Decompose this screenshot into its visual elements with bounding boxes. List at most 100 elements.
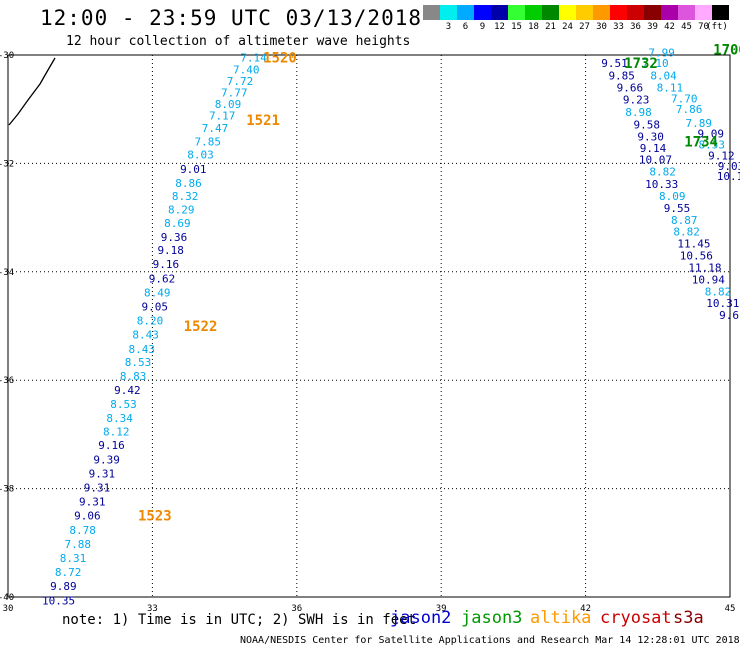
wave-height-label: 8.53 xyxy=(110,398,137,411)
y-tick-label: -38 xyxy=(0,485,14,495)
color-scale-tick: 30 xyxy=(596,22,607,32)
wave-height-label: 8.04 xyxy=(650,70,677,83)
color-swatch xyxy=(423,5,440,20)
wave-height-label: 7.14 xyxy=(240,52,267,65)
color-scale-tick: 18 xyxy=(528,22,539,32)
color-scale-tick: 33 xyxy=(613,22,624,32)
y-tick-label: -36 xyxy=(0,376,14,386)
wave-height-label: 8.69 xyxy=(164,217,191,230)
color-swatch xyxy=(695,5,712,20)
color-scale-tick: 9 xyxy=(479,22,486,32)
pass-time-label: 1520 xyxy=(263,51,297,67)
wave-height-label: 9.31 xyxy=(79,496,106,509)
wave-height-label: 7.88 xyxy=(65,538,92,551)
wave-height-label: 8.31 xyxy=(60,552,87,565)
color-scale-tick: 70 xyxy=(698,22,709,32)
map-subtitle: 12 hour collection of altimeter wave hei… xyxy=(66,34,411,49)
wave-height-label: 7.85 xyxy=(195,136,222,149)
color-scale-tick: 27 xyxy=(579,22,590,32)
y-tick-label: -40 xyxy=(0,593,14,603)
color-swatch xyxy=(661,5,678,20)
color-swatch xyxy=(559,5,576,20)
color-swatch xyxy=(678,5,695,20)
color-swatch xyxy=(525,5,542,20)
color-swatch xyxy=(610,5,627,20)
wave-height-label: 8.98 xyxy=(625,106,652,119)
wave-height-label: 9.31 xyxy=(84,482,111,495)
wave-height-label: 9.09 xyxy=(697,128,724,141)
wave-height-label: 8.32 xyxy=(172,190,199,203)
wave-height-label: 7.72 xyxy=(227,75,254,88)
color-swatch xyxy=(474,5,491,20)
wave-height-label: 7.40 xyxy=(233,64,260,77)
color-scale-tick: 21 xyxy=(545,22,556,32)
legend-item-jason3: jason3 xyxy=(461,608,523,628)
wave-height-label: 10.33 xyxy=(645,178,678,191)
wave-height-label: 9.14 xyxy=(640,142,667,155)
color-swatch xyxy=(627,5,644,20)
wave-height-label: 9.89 xyxy=(50,580,77,593)
color-scale-tick: 45 xyxy=(681,22,692,32)
wave-height-label: 8.78 xyxy=(69,524,96,537)
units-note: note: 1) Time is in UTC; 2) SWH is in fe… xyxy=(62,612,417,628)
color-scale-unit: (ft) xyxy=(706,22,728,32)
wave-height-label: 8.82 xyxy=(673,226,700,239)
y-tick-label: -30 xyxy=(0,51,14,61)
wave-height-label: 10.35 xyxy=(42,594,75,607)
color-scale-labels: 3 6 9 12 15 18 21 24 27 30 33 36 39 42 45 70 (ft) xyxy=(423,22,740,34)
wave-height-label: 9.30 xyxy=(637,130,664,143)
wave-height-label: 9.42 xyxy=(114,384,141,397)
wave-height-label: 7.99 xyxy=(648,46,675,59)
wave-height-label: 9.18 xyxy=(157,244,184,257)
wave-height-label: 9.51 xyxy=(601,57,628,70)
coastline xyxy=(8,57,56,126)
y-tick-label: -32 xyxy=(0,159,14,169)
color-scale-bar xyxy=(423,5,729,20)
color-swatch xyxy=(542,5,559,20)
wave-height-label: 11.18 xyxy=(688,261,721,274)
wave-height-label: 8.82 xyxy=(649,166,676,179)
wave-height-label: 9.85 xyxy=(608,70,635,83)
legend-item-cryosat: cryosat xyxy=(600,608,672,628)
x-tick-label: 42 xyxy=(580,604,591,614)
color-scale-tick: 39 xyxy=(647,22,658,32)
color-swatch xyxy=(593,5,610,20)
wave-height-label: 8.83 xyxy=(120,370,147,383)
wave-height-label: 7.17 xyxy=(209,110,236,123)
wave-height-label: 11.45 xyxy=(677,238,710,251)
legend-item-s3a: s3a xyxy=(673,608,704,628)
wave-height-label: 9.05 xyxy=(142,300,169,313)
legend-item-altika: altika xyxy=(530,608,592,628)
wave-height-label: 9.16 xyxy=(153,258,180,271)
wave-height-label: 8.43 xyxy=(132,329,159,342)
x-tick-label: 36 xyxy=(291,604,302,614)
wave-height-label: 9.12 xyxy=(708,149,735,162)
wave-height-label: 8.20 xyxy=(137,315,164,328)
x-tick-label: 39 xyxy=(436,604,447,614)
color-scale-tick: 24 xyxy=(562,22,573,32)
wave-height-label: 7.70 xyxy=(671,92,698,105)
credit-footer: NOAA/NESDIS Center for Satellite Applica… xyxy=(240,635,740,646)
color-scale-tick: 6 xyxy=(462,22,469,32)
wave-height-label: 9.61 xyxy=(719,309,740,322)
wave-height-label: 7.10 xyxy=(642,57,669,70)
wave-height-label: 9.39 xyxy=(93,453,120,466)
color-swatch xyxy=(576,5,593,20)
color-swatch xyxy=(508,5,525,20)
wave-height-label: 8.34 xyxy=(106,412,133,425)
wave-height-label: 9.06 xyxy=(74,510,101,523)
color-swatch xyxy=(712,5,729,20)
wave-height-label: 9.58 xyxy=(633,118,660,131)
y-tick-label: -34 xyxy=(0,268,14,278)
wave-height-label: 8.53 xyxy=(125,356,152,369)
color-swatch xyxy=(491,5,508,20)
wave-height-label: 9.23 xyxy=(623,93,650,106)
wave-height-label: 9.03 xyxy=(718,160,740,173)
wave-height-label: 8.11 xyxy=(657,82,684,95)
wave-height-label: 9.01 xyxy=(180,163,207,176)
color-scale-tick: 12 xyxy=(494,22,505,32)
wave-height-label: 8.49 xyxy=(144,286,171,299)
wave-height-label: 8.29 xyxy=(168,203,195,216)
wave-height-label: 8.87 xyxy=(671,214,698,227)
